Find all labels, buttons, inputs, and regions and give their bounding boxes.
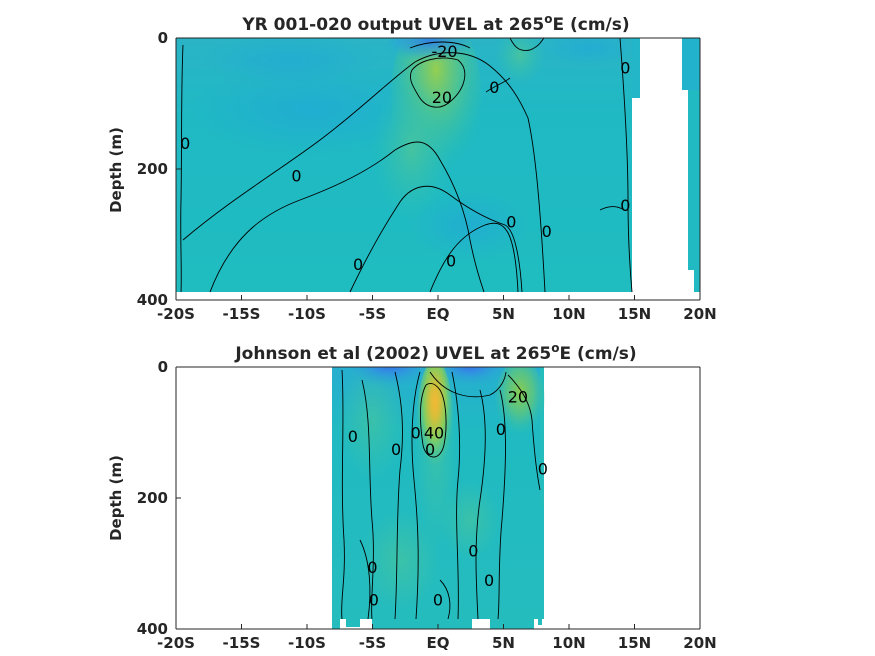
y-tick-label: 400 <box>137 291 168 309</box>
panel-1-contour-labels: -20 20 0 0 0 0 0 0 0 0 0 <box>180 42 630 274</box>
contour-label: 0 <box>425 440 435 459</box>
x-tick-label: 20N <box>683 305 716 323</box>
panel-2-x-ticks: -20S -15S -10S -5S EQ 5N 10N 15N 20N <box>157 624 717 652</box>
contour-label: 0 <box>620 196 630 215</box>
x-tick-label: EQ <box>427 634 450 652</box>
x-tick-label: EQ <box>427 305 450 323</box>
panel-1-x-ticks: -20S -15S -10S -5S EQ 5N 10N 15N 20N <box>157 295 717 323</box>
panel-2-y-ticks: 0 200 400 <box>137 358 181 638</box>
x-tick-label: -20S <box>157 634 195 652</box>
contour-label: 0 <box>620 58 630 77</box>
x-tick-label: 20N <box>683 634 716 652</box>
x-tick-label: -20S <box>157 305 195 323</box>
contour-label: 0 <box>489 78 499 97</box>
contour-label: 0 <box>506 212 516 231</box>
contour-label: 0 <box>446 252 456 271</box>
contour-label: 0 <box>433 591 443 610</box>
contour-label: 0 <box>496 420 506 439</box>
x-tick-label: 5N <box>492 305 515 323</box>
contour-label: -20 <box>431 42 457 61</box>
contour-label: 0 <box>348 427 358 446</box>
x-tick-label: 10N <box>552 634 585 652</box>
y-tick-label: 400 <box>137 620 168 638</box>
x-tick-label: -5S <box>359 634 386 652</box>
y-tick-label: 0 <box>158 29 168 47</box>
panel-1-title: YR 001-020 output UVEL at 265oE (cm/s) <box>241 12 629 35</box>
panel-1-ylabel: Depth (m) <box>107 127 125 213</box>
x-tick-label: 10N <box>552 305 585 323</box>
contour-label: 0 <box>291 167 301 186</box>
panel-1-y-ticks: 0 200 400 <box>137 29 181 309</box>
contour-label: 0 <box>391 440 401 459</box>
contour-label: 0 <box>367 558 377 577</box>
x-tick-label: 15N <box>618 634 651 652</box>
x-tick-label: -5S <box>359 305 386 323</box>
contour-label: 20 <box>432 88 452 107</box>
contour-label: 0 <box>180 134 190 153</box>
contour-label: 0 <box>353 255 363 274</box>
panel-2-ylabel: Depth (m) <box>107 455 125 541</box>
x-tick-label: 15N <box>618 305 651 323</box>
contour-label: 0 <box>538 460 548 479</box>
panel-2: Johnson et al (2002) UVEL at 265oE (cm/s… <box>107 341 717 652</box>
contour-label: 0 <box>411 424 421 443</box>
contour-label: 40 <box>424 424 444 443</box>
contour-label: 0 <box>468 541 478 560</box>
panel-2-heatmap <box>332 367 545 629</box>
x-tick-label: -15S <box>223 634 261 652</box>
y-tick-label: 200 <box>137 489 168 507</box>
x-tick-label: -15S <box>223 305 261 323</box>
panel-2-title: Johnson et al (2002) UVEL at 265oE (cm/s… <box>234 341 636 364</box>
contour-label: 0 <box>542 222 552 241</box>
panel-1-heatmap <box>176 38 700 293</box>
contour-label: 0 <box>369 591 379 610</box>
y-tick-label: 200 <box>137 160 168 178</box>
x-tick-label: -10S <box>288 305 326 323</box>
contour-label: 20 <box>508 387 528 406</box>
x-tick-label: -10S <box>288 634 326 652</box>
y-tick-label: 0 <box>158 358 168 376</box>
panel-1: YR 001-020 output UVEL at 265oE (cm/s) <box>107 12 717 323</box>
contour-label: 0 <box>484 571 494 590</box>
x-tick-label: 5N <box>492 634 515 652</box>
